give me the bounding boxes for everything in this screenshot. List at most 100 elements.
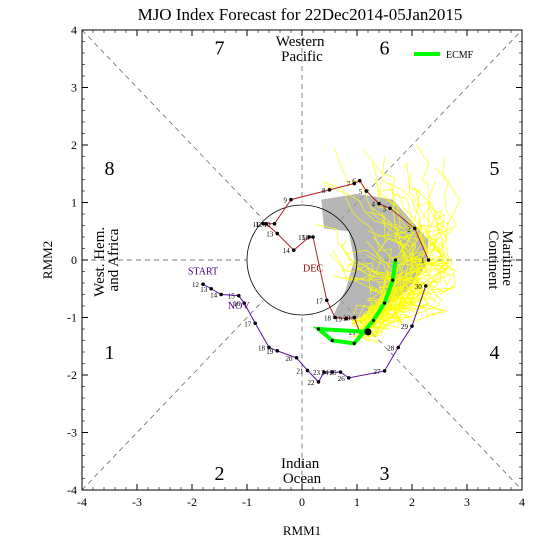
ecmf-point: [352, 341, 356, 345]
month-label: START: [188, 266, 218, 277]
day-label: 14: [283, 247, 291, 255]
month-label: NOV: [228, 301, 250, 312]
region-line: Maritime: [499, 230, 515, 286]
ensemble-member-line: [363, 283, 449, 329]
x-tick-label: 4: [519, 495, 525, 509]
y-tick-label: 0: [71, 253, 77, 267]
y-tick-label: -3: [67, 426, 77, 440]
day-label: 12: [192, 281, 200, 289]
phase-divider: [340, 300, 523, 491]
track-point: [305, 368, 310, 373]
x-tick-label: -2: [187, 495, 197, 509]
chart-title: MJO Index Forecast for 22Dec2014-05Jan20…: [138, 5, 463, 24]
track-point: [388, 206, 392, 211]
day-label: 11: [253, 221, 260, 229]
day-label: 7: [347, 181, 351, 189]
day-label: 16: [233, 300, 241, 308]
track-point: [377, 201, 381, 206]
phase-number: 6: [380, 37, 390, 59]
day-label: 19: [266, 348, 274, 356]
day-label: 8: [322, 187, 326, 195]
ensemble-member-line: [364, 256, 442, 337]
day-label: 17: [244, 320, 252, 328]
y-axis-label: RMM2: [40, 241, 55, 279]
day-label: 23: [313, 369, 321, 377]
track-point: [316, 380, 321, 384]
region-indian-ocean: Indian Ocean: [281, 456, 323, 487]
region-west-hem-africa: West. Hem. and Africa: [92, 223, 122, 297]
ensemble-member-line: [356, 193, 424, 323]
ensemble-member-line: [334, 148, 404, 331]
track-point: [410, 324, 414, 328]
track-point: [272, 221, 277, 226]
track-point: [264, 221, 269, 226]
region-line: and Africa: [106, 228, 122, 291]
phase-divider: [340, 29, 523, 220]
region-maritime-continent: Maritime Continent: [485, 230, 515, 290]
phase-divider-lines: [81, 29, 523, 491]
x-tick-label: 0: [299, 495, 305, 509]
phase-divider: [81, 300, 264, 491]
legend: ECMF: [414, 50, 474, 61]
ensemble-member-line: [321, 181, 397, 324]
region-line: Indian: [281, 456, 320, 472]
day-label: 18: [324, 315, 332, 323]
ensemble-member-line: [359, 162, 426, 325]
region-line: Western: [276, 34, 325, 50]
day-label: 27: [374, 368, 382, 376]
ecmf-point: [382, 301, 387, 305]
day-label: 26: [338, 375, 346, 383]
phase-number: 5: [490, 158, 500, 180]
ensemble-members: [316, 145, 461, 343]
track-point: [261, 221, 266, 226]
x-tick-label: -3: [132, 495, 142, 509]
day-label: 4: [372, 201, 376, 209]
day-label: 28: [387, 344, 395, 352]
day-label: 2: [407, 225, 411, 233]
track-point: [396, 345, 401, 350]
day-label: 22: [308, 379, 316, 387]
day-label: 3: [383, 205, 387, 213]
x-tick-label: 1: [354, 495, 360, 509]
track-point: [253, 321, 258, 326]
y-tick-label: -1: [67, 311, 77, 325]
track-point: [364, 189, 369, 193]
day-label: 21: [297, 367, 305, 375]
track-point: [219, 292, 223, 297]
phase-number: 7: [215, 37, 225, 59]
y-tick-label: 2: [71, 138, 77, 152]
day-label: 14: [210, 292, 218, 300]
ensemble-member-line: [361, 149, 427, 328]
track-point: [209, 286, 214, 291]
day-label: 16: [302, 234, 310, 242]
day-label: 19: [335, 316, 343, 324]
day-label: 20: [286, 355, 294, 363]
day-label: 25: [330, 369, 338, 377]
day-label: 1: [421, 257, 425, 265]
track-point: [327, 188, 332, 192]
phase-number: 4: [490, 342, 500, 364]
day-label: 13: [266, 231, 274, 239]
day-label: 15: [228, 293, 236, 301]
track-point: [236, 293, 241, 298]
ecmf-forecast-line: [312, 258, 398, 346]
ensemble-member-line: [356, 180, 451, 324]
ensemble-member-line: [365, 173, 448, 332]
ecmf-point: [316, 327, 321, 331]
x-tick-label: 3: [464, 495, 470, 509]
ensemble-member-line: [364, 211, 421, 324]
y-tick-label: -2: [67, 368, 77, 382]
ensemble-member-line: [351, 206, 443, 322]
track-point: [423, 284, 428, 288]
track-point: [338, 370, 343, 374]
track-point: [426, 258, 431, 262]
ecmf-point: [391, 278, 395, 282]
phase-number: 8: [105, 158, 115, 180]
day-label: 13: [200, 286, 208, 294]
day-label: 29: [401, 323, 409, 331]
track-point: [311, 235, 315, 239]
day-label: 5: [359, 188, 363, 196]
track-point: [412, 226, 417, 231]
